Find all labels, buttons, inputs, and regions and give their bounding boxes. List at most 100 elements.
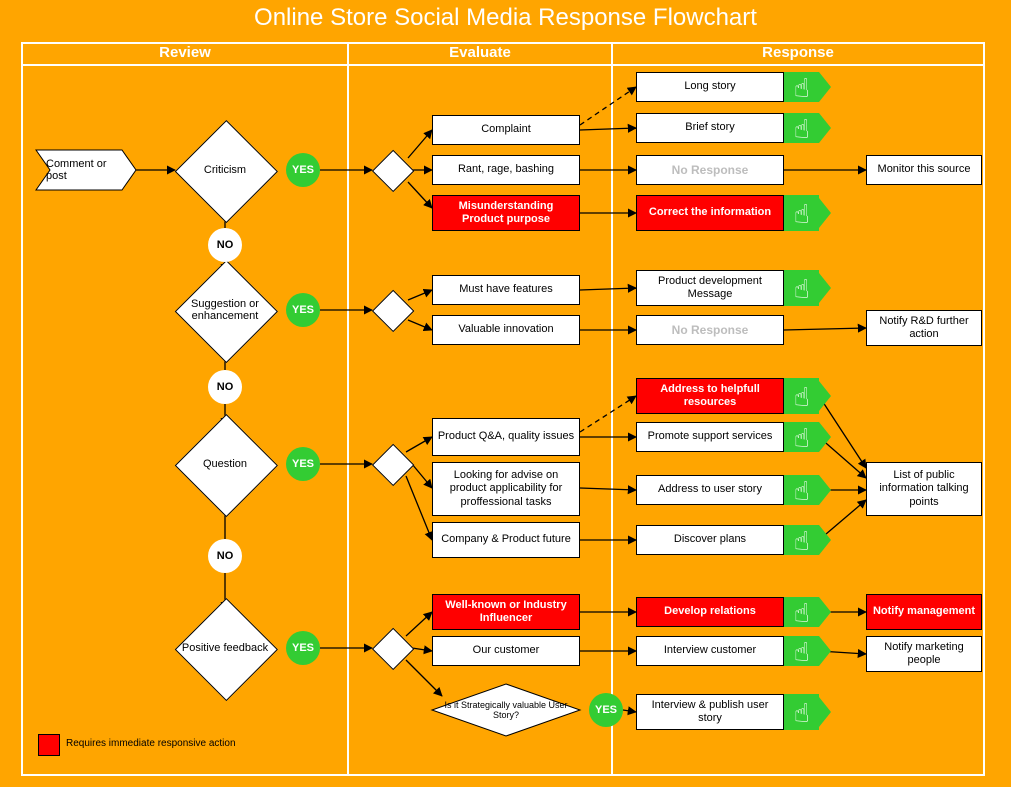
no-badge: NO (208, 228, 242, 262)
edge (580, 396, 636, 432)
hand-arrow-notch (819, 422, 831, 452)
eval-box-qa: Product Q&A, quality issues (432, 418, 580, 456)
no-badge: NO (208, 370, 242, 404)
response-box-develop: Develop relations (636, 597, 784, 627)
hand-cursor-icon: ☜ (784, 195, 819, 231)
edge (408, 182, 432, 208)
hand-arrow-notch (819, 113, 831, 143)
eval-box-rant: Rant, rage, bashing (432, 155, 580, 185)
edge (408, 320, 432, 330)
decision-question-label: Question (181, 414, 269, 514)
edge (406, 476, 432, 540)
followup-box-notifymgmt: Notify management (866, 594, 982, 630)
hand-arrow-notch (819, 697, 831, 727)
pointer-icon: ☜ (786, 700, 817, 723)
eval-box-ourcust: Our customer (432, 636, 580, 666)
pointer-icon: ☜ (786, 478, 817, 501)
hand-cursor-icon: ☜ (784, 72, 819, 102)
column-header: Response (612, 44, 984, 61)
pointer-icon: ☜ (786, 425, 817, 448)
yes-badge: YES (286, 293, 320, 327)
eval-router-1 (372, 290, 415, 333)
followup-box-notifymkt: Notify marketing people (866, 636, 982, 672)
column-divider (983, 42, 985, 776)
edge (623, 710, 636, 712)
eval-router-3 (372, 628, 415, 671)
edge (580, 488, 636, 490)
response-box-userstory: Address to user story (636, 475, 784, 505)
response-box-correct: Correct the information (636, 195, 784, 231)
pointer-icon: ☜ (786, 600, 817, 623)
hand-cursor-icon: ☜ (784, 113, 819, 143)
decision-positive-label: Positive feedback (181, 598, 269, 698)
legend-swatch (38, 734, 60, 756)
pointer-icon: ☜ (786, 75, 817, 98)
eval-box-musthave: Must have features (432, 275, 580, 305)
decision-strategic-label: Is it Strategically valuable User Story? (444, 684, 568, 736)
pointer-icon: ☜ (786, 639, 817, 662)
response-box-pdmsg: Product development Message (636, 270, 784, 306)
pointer-icon: ☜ (786, 384, 817, 407)
hand-arrow-notch (819, 636, 831, 666)
hand-arrow-notch (819, 198, 831, 228)
edge (580, 87, 636, 125)
response-box-publish: Interview & publish user story (636, 694, 784, 730)
eval-box-advise: Looking for advise on product applicabil… (432, 462, 580, 516)
legend-label: Requires immediate responsive action (66, 738, 236, 749)
hand-cursor-icon: ☜ (784, 636, 819, 666)
followup-box-notifyrd: Notify R&D further action (866, 310, 982, 346)
hand-arrow-notch (819, 273, 831, 303)
pointer-icon: ☜ (786, 201, 817, 224)
response-box-support: Promote support services (636, 422, 784, 452)
response-box-noresp1: No Response (636, 155, 784, 185)
hand-arrow-notch (819, 381, 831, 411)
start-label: Comment or post (46, 150, 128, 190)
hand-arrow-notch (819, 72, 831, 102)
frame-bottom (22, 774, 984, 776)
edge (784, 328, 866, 330)
pointer-icon: ☜ (786, 276, 817, 299)
followup-box-monitor: Monitor this source (866, 155, 982, 185)
no-badge: NO (208, 539, 242, 573)
hand-arrow-notch (819, 597, 831, 627)
decision-criticism-label: Criticism (181, 120, 269, 220)
column-divider (611, 42, 613, 776)
hand-cursor-icon: ☜ (784, 597, 819, 627)
column-header: Review (22, 44, 348, 61)
pointer-icon: ☜ (786, 528, 817, 551)
edge (412, 464, 432, 488)
edge (408, 130, 432, 158)
decision-suggestion-label: Suggestion or enhancement (181, 260, 269, 360)
hand-cursor-icon: ☜ (784, 694, 819, 730)
response-box-brief: Brief story (636, 113, 784, 143)
response-box-noresp2: No Response (636, 315, 784, 345)
eval-router-0 (372, 150, 415, 193)
followup-box-talking: List of public information talking point… (866, 462, 982, 516)
hand-cursor-icon: ☜ (784, 525, 819, 555)
header-underline (22, 64, 984, 66)
edge (406, 612, 432, 636)
eval-box-future: Company & Product future (432, 522, 580, 558)
eval-box-valuable: Valuable innovation (432, 315, 580, 345)
pointer-icon: ☜ (786, 116, 817, 139)
page-title: Online Store Social Media Response Flowc… (0, 4, 1011, 32)
eval-box-complaint: Complaint (432, 115, 580, 145)
eval-box-misund: Misunderstanding Product purpose (432, 195, 580, 231)
response-box-long: Long story (636, 72, 784, 102)
hand-arrow-notch (819, 475, 831, 505)
hand-cursor-icon: ☜ (784, 422, 819, 452)
yes-badge-final: YES (589, 693, 623, 727)
eval-box-influencer: Well-known or Industry Influencer (432, 594, 580, 630)
response-box-interview: Interview customer (636, 636, 784, 666)
column-divider (347, 42, 349, 776)
hand-arrow-notch (819, 525, 831, 555)
yes-badge: YES (286, 447, 320, 481)
hand-cursor-icon: ☜ (784, 475, 819, 505)
hand-cursor-icon: ☜ (784, 270, 819, 306)
yes-badge: YES (286, 153, 320, 187)
edge (580, 128, 636, 130)
response-box-plans: Discover plans (636, 525, 784, 555)
yes-badge: YES (286, 631, 320, 665)
edge (408, 290, 432, 300)
eval-router-2 (372, 444, 415, 487)
